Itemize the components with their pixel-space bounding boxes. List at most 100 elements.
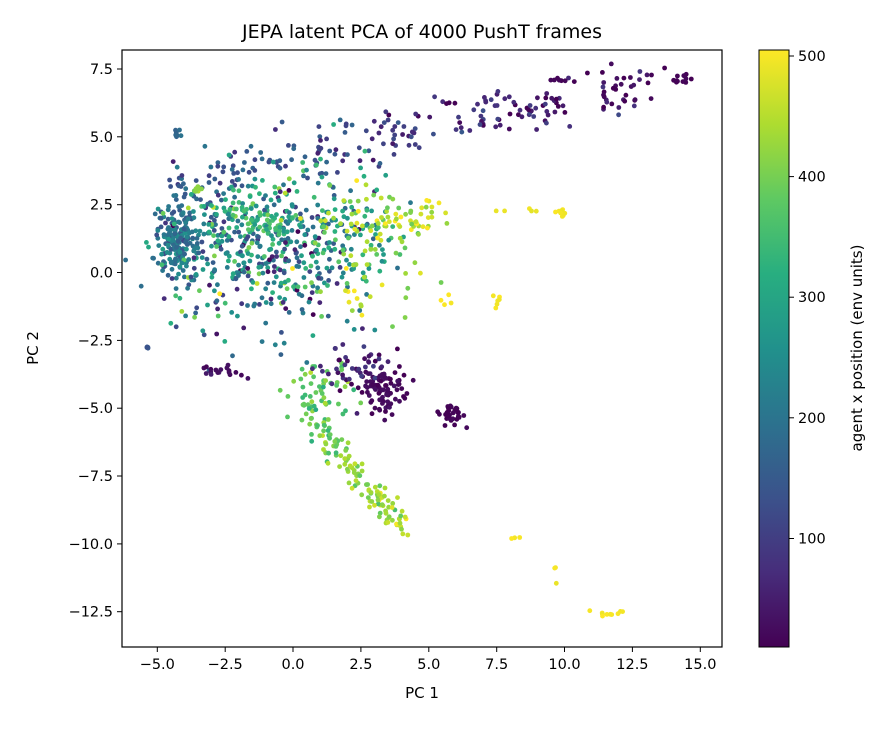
scatter-point: [333, 237, 338, 243]
scatter-point: [363, 223, 369, 228]
scatter-point: [173, 293, 179, 299]
scatter-point: [291, 146, 297, 152]
scatter-point: [327, 256, 332, 262]
scatter-point: [369, 398, 375, 404]
scatter-point: [295, 229, 301, 235]
scatter-point: [644, 72, 650, 78]
scatter-point: [402, 245, 408, 251]
scatter-point: [173, 193, 179, 198]
scatter-point: [408, 210, 413, 216]
scatter-point: [453, 127, 459, 132]
scatter-point: [214, 244, 220, 249]
scatter-point: [386, 237, 392, 243]
scatter-point: [342, 456, 348, 462]
scatter-point: [315, 180, 321, 186]
scatter-point: [343, 355, 348, 360]
scatter-point: [257, 191, 262, 197]
scatter-point: [379, 502, 385, 508]
scatter-point: [299, 366, 305, 372]
scatter-point: [233, 370, 239, 375]
scatter-point: [169, 216, 175, 222]
y-tick-label: −12.5: [69, 605, 113, 621]
scatter-point: [497, 122, 503, 128]
colorbar: [758, 49, 790, 648]
scatter-point: [236, 273, 241, 278]
scatter-point: [366, 266, 372, 271]
scatter-point: [326, 245, 332, 251]
scatter-point: [312, 240, 318, 246]
scatter-point: [160, 246, 166, 252]
scatter-point: [184, 242, 190, 247]
scatter-point: [645, 80, 651, 86]
scatter-point: [351, 470, 357, 476]
scatter-point: [494, 103, 500, 108]
scatter-point: [365, 495, 371, 500]
scatter-point: [385, 359, 391, 365]
scatter-point: [623, 92, 629, 98]
scatter-point: [385, 520, 391, 525]
scatter-point: [637, 69, 643, 74]
scatter-point: [555, 104, 561, 109]
scatter-point: [371, 363, 376, 369]
scatter-point: [356, 145, 362, 151]
scatter-point: [340, 411, 346, 417]
scatter-point: [342, 362, 348, 368]
scatter-point: [351, 288, 357, 294]
scatter-point: [302, 392, 308, 398]
scatter-point: [317, 433, 323, 439]
scatter-point: [631, 103, 637, 109]
scatter-point: [183, 313, 189, 319]
scatter-point: [277, 189, 283, 195]
scatter-point: [496, 297, 502, 302]
scatter-point: [585, 70, 590, 76]
scatter-point: [604, 99, 610, 105]
scatter-point: [211, 228, 217, 233]
scatter-point: [369, 208, 374, 214]
scatter-point: [364, 379, 370, 384]
scatter-point: [181, 194, 187, 200]
scatter-point: [457, 120, 463, 125]
scatter-point: [239, 301, 245, 307]
scatter-point: [277, 229, 282, 234]
scatter-point: [310, 224, 316, 230]
scatter-point: [164, 250, 170, 255]
scatter-point: [265, 269, 271, 275]
scatter-point: [349, 211, 355, 217]
scatter-point: [399, 526, 404, 532]
scatter-point: [166, 232, 171, 238]
scatter-point: [400, 132, 405, 137]
scatter-point: [277, 295, 282, 300]
scatter-point: [343, 266, 349, 271]
scatter-point: [344, 257, 349, 263]
scatter-point: [571, 79, 577, 84]
scatter-points: [123, 61, 694, 619]
scatter-point: [382, 485, 388, 491]
scatter-point: [239, 243, 245, 249]
scatter-point: [413, 219, 419, 225]
scatter-point: [360, 326, 365, 331]
scatter-point: [173, 324, 179, 330]
colorbar-label: agent x position (env units): [848, 245, 866, 452]
scatter-point: [222, 339, 228, 344]
scatter-point: [502, 96, 508, 102]
scatter-point: [490, 293, 496, 299]
scatter-point: [206, 222, 212, 227]
scatter-point: [348, 188, 353, 194]
scatter-point: [543, 95, 549, 101]
scatter-point: [176, 204, 182, 210]
scatter-point: [333, 147, 339, 153]
scatter-point: [343, 408, 348, 414]
scatter-point: [371, 192, 377, 198]
scatter-point: [161, 232, 167, 238]
scatter-point: [189, 229, 195, 235]
scatter-point: [381, 120, 387, 125]
scatter-point: [277, 267, 283, 273]
scatter-point: [168, 320, 174, 326]
scatter-point: [326, 278, 331, 283]
scatter-point: [304, 360, 310, 365]
scatter-point: [418, 211, 424, 217]
scatter-point: [403, 211, 408, 217]
scatter-point: [194, 305, 200, 311]
scatter-point: [181, 226, 187, 232]
